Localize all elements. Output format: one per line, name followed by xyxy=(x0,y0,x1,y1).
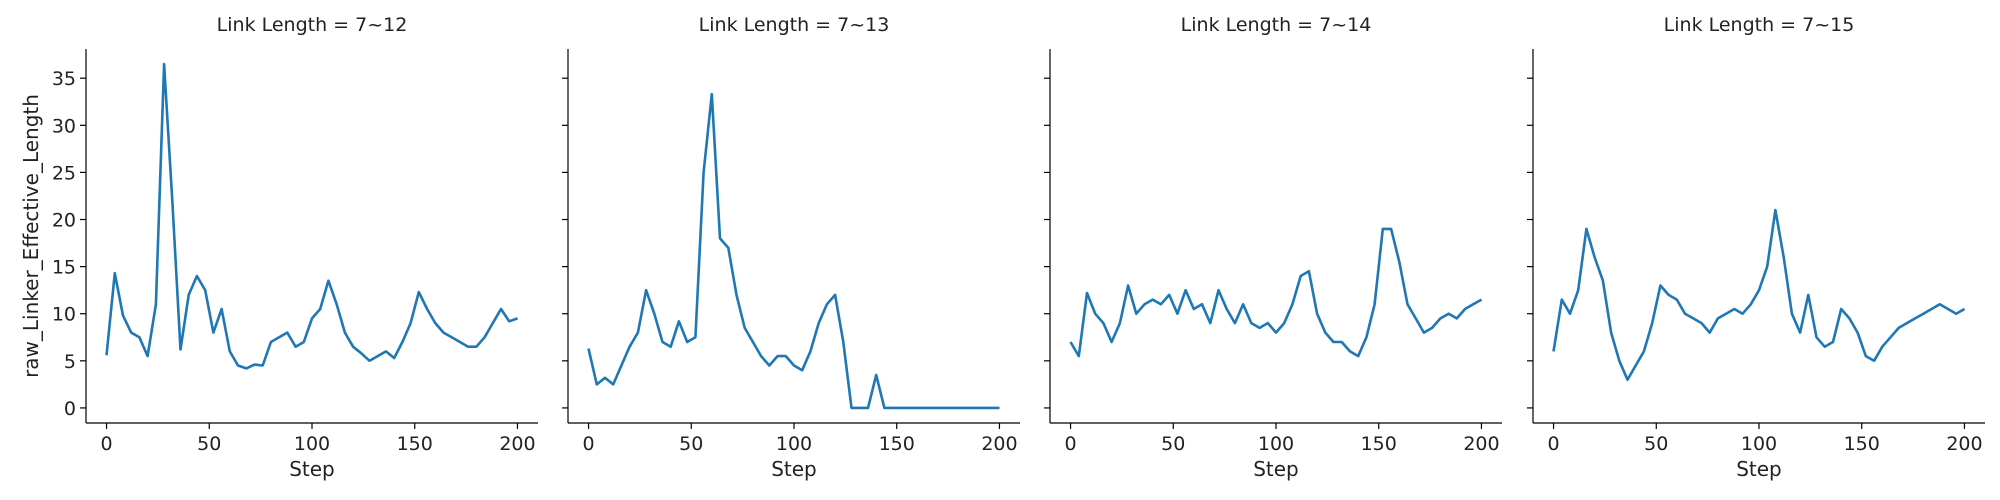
x-tick-label: 150 xyxy=(397,433,433,455)
data-line xyxy=(1552,208,1966,381)
x-tick-label: 50 xyxy=(1161,433,1185,455)
x-tick-label: 200 xyxy=(1463,433,1499,455)
panel-title: Link Length = 7~12 xyxy=(217,14,408,36)
x-axis-label: Step xyxy=(289,457,335,481)
x-axis-label: Step xyxy=(771,457,817,481)
x-tick-label: 200 xyxy=(1946,433,1982,455)
y-tick-label: 25 xyxy=(52,162,76,184)
y-tick-label: 30 xyxy=(52,115,76,137)
x-tick-label: 50 xyxy=(1644,433,1668,455)
y-axis-label: raw_Linker_Effective_Length xyxy=(19,94,43,378)
x-axis-label: Step xyxy=(1253,457,1299,481)
panel-title: Link Length = 7~15 xyxy=(1664,14,1855,36)
x-tick-label: 150 xyxy=(1844,433,1880,455)
x-tick-label: 100 xyxy=(1741,433,1777,455)
panel-title: Link Length = 7~14 xyxy=(1181,14,1372,36)
x-tick-label: 0 xyxy=(100,433,112,455)
y-tick-label: 35 xyxy=(52,68,76,90)
y-tick-label: 10 xyxy=(52,304,76,326)
x-tick-label: 150 xyxy=(1361,433,1397,455)
y-tick-label: 0 xyxy=(64,398,76,420)
x-tick-label: 0 xyxy=(1547,433,1559,455)
x-tick-label: 0 xyxy=(582,433,594,455)
x-tick-label: 50 xyxy=(679,433,703,455)
x-tick-label: 100 xyxy=(776,433,812,455)
x-tick-label: 50 xyxy=(197,433,221,455)
y-tick-label: 15 xyxy=(52,257,76,279)
x-tick-label: 200 xyxy=(981,433,1017,455)
y-tick-label: 20 xyxy=(52,210,76,232)
x-axis-label: Step xyxy=(1736,457,1782,481)
panel-title: Link Length = 7~13 xyxy=(699,14,890,36)
x-tick-label: 100 xyxy=(294,433,330,455)
data-line xyxy=(1069,227,1483,358)
y-tick-label: 5 xyxy=(64,351,76,373)
x-tick-label: 150 xyxy=(879,433,915,455)
data-line xyxy=(105,62,518,370)
x-tick-label: 100 xyxy=(1258,433,1294,455)
x-tick-label: 0 xyxy=(1064,433,1076,455)
data-line xyxy=(587,92,1000,410)
x-tick-label: 200 xyxy=(499,433,535,455)
